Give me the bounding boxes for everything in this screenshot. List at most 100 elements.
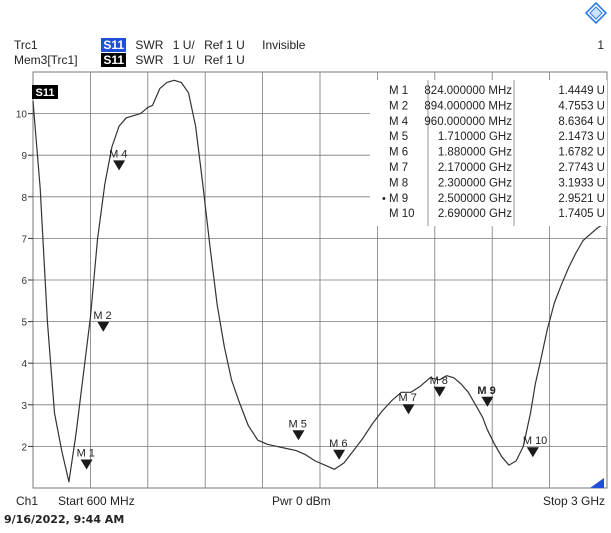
memory-format[interactable]: SWR [135,53,164,67]
y-tick-label: 10 [16,110,28,121]
memory-reference[interactable]: Ref 1 U [204,53,245,67]
y-tick-label: 8 [21,193,27,204]
marker-table-value: 1.4449 U [558,85,605,97]
memory-scale[interactable]: 1 U/ [172,53,195,67]
marker-label: M 7 [398,392,416,404]
marker-label: M 8 [430,375,448,387]
marker-m6[interactable]: M 6 [329,438,347,460]
marker-table-name: M 9 [389,193,408,205]
start-frequency[interactable]: Start 600 MHz [58,494,135,508]
marker-table-frequency: 824.000000 MHz [424,85,512,97]
y-tick-label: 5 [21,318,27,329]
marker-table-row[interactable]: M 7 2.170000 GHz 2.7743 U [389,162,605,174]
marker-triangle-icon[interactable] [292,430,305,441]
trace-name[interactable]: Trc1 [14,38,38,52]
marker-table-row[interactable]: M 1 824.000000 MHz 1.4449 U [389,85,605,97]
marker-m1[interactable]: M 1 [77,447,95,470]
marker-m9[interactable]: M 9 [477,385,496,407]
marker-table-name: M 4 [389,116,409,128]
marker-table-row[interactable]: M 5 1.710000 GHz 2.1473 U [389,131,605,143]
marker-table-name: M 10 [389,208,415,220]
scroll-indicator[interactable] [590,478,604,488]
marker-label: M 5 [288,418,306,430]
marker-m2[interactable]: M 2 [93,310,112,332]
marker-table-name: M 2 [389,100,408,112]
marker-table-value: 1.7405 U [558,208,605,220]
marker-triangle-icon[interactable] [113,160,126,171]
marker-table-name: M 1 [389,85,408,97]
swr-trace [32,79,608,483]
y-tick-label: 9 [21,151,27,162]
scroll-arrow-icon[interactable] [590,478,604,488]
channel-label[interactable]: Ch1 [16,494,39,508]
memory-trace-name[interactable]: Mem3[Trc1] [14,53,78,67]
marker-m5[interactable]: M 5 [288,418,307,441]
marker-triangle-icon[interactable] [97,321,110,332]
marker-table-frequency: 2.500000 GHz [438,193,512,205]
s11-plot-tag: S11 [36,87,55,99]
trace-header-line-1: Trc1 S11 SWR 1 U/ Ref 1 U Invisible 1 [14,38,608,52]
marker-table-row[interactable]: M 10 2.690000 GHz 1.7405 U [389,208,605,220]
marker-table-row[interactable]: M 8 2.300000 GHz 3.1933 U [389,177,605,189]
marker-m7[interactable]: M 7 [398,392,417,415]
marker-table-frequency: 960.000000 MHz [424,116,512,128]
marker-table-name: M 5 [389,131,408,143]
marker-triangle-icon[interactable] [333,449,346,460]
marker-table-frequency: 894.000000 MHz [424,100,512,112]
marker-table-value: 4.7553 U [558,100,605,112]
marker-table-row[interactable]: M 6 1.880000 GHz 1.6782 U [389,147,605,159]
marker-table-frequency: 2.690000 GHz [438,208,512,220]
y-tick-label: 6 [21,276,27,287]
marker-table-value: 3.1933 U [558,177,605,189]
rohde-schwarz-logo-icon [585,2,607,24]
channel-number: 1 [597,38,604,52]
marker-table-frequency: 2.170000 GHz [438,162,512,174]
marker-table-row[interactable]: M 2 894.000000 MHz 4.7553 U [389,100,605,112]
marker-label: M 2 [93,310,111,322]
marker-triangle-icon[interactable] [481,396,494,407]
marker-table-row[interactable]: • M 9 2.500000 GHz 2.9521 U [382,193,605,205]
marker-label: M 10 [523,435,547,447]
trace-header-line-2: Mem3[Trc1] S11 SWR 1 U/ Ref 1 U [14,53,245,67]
marker-label: M 9 [477,385,495,397]
marker-layer[interactable]: M 1 M 2 M 4 M 5 M 6 M 7 M 8 M 9 M 10 [77,148,548,470]
trace-parameter-chip[interactable]: S11 [101,38,127,52]
marker-table: M 1 824.000000 MHz 1.4449 U M 2 894.000000 M… [370,80,607,226]
marker-table-row[interactable]: M 4 960.000000 MHz 8.6364 U [389,116,605,128]
y-tick-label: 2 [21,442,27,453]
marker-table-bg [370,80,607,226]
marker-triangle-icon[interactable] [433,386,446,397]
marker-triangle-icon[interactable] [80,459,93,470]
stop-frequency[interactable]: Stop 3 GHz [542,494,605,508]
marker-table-value: 2.7743 U [558,162,605,174]
marker-table-value: 8.6364 U [558,116,605,128]
marker-table-frequency: 1.880000 GHz [438,147,512,159]
marker-m4[interactable]: M 4 [109,148,127,171]
y-tick-label: 3 [21,401,27,412]
marker-triangle-icon[interactable] [402,404,415,415]
trace-scale[interactable]: 1 U/ [172,38,195,52]
trace-status: Invisible [262,38,306,52]
s11-plot-tag-bg [32,85,58,99]
plot-tag: S11 [32,85,58,99]
marker-table-value: 2.1473 U [558,131,605,143]
marker-triangle-icon[interactable] [526,447,539,458]
trace-reference[interactable]: Ref 1 U [204,38,245,52]
y-tick-label: 4 [21,359,27,370]
marker-table-value: 1.6782 U [558,147,605,159]
trace-format[interactable]: SWR [135,38,164,52]
y-tick-labels: 2 3 4 5 6 7 8 9 10 [16,110,33,453]
marker-table-name: M 7 [389,162,408,174]
memory-parameter-chip[interactable]: S11 [101,53,127,67]
marker-table-name: M 6 [389,147,408,159]
marker-m8[interactable]: M 8 [430,375,448,397]
source-power[interactable]: Pwr 0 dBm [272,494,331,508]
marker-m10[interactable]: M 10 [523,435,547,458]
timestamp: 9/16/2022, 9:44 AM [4,513,125,526]
marker-table-frequency: 1.710000 GHz [438,131,512,143]
y-tick-label: 7 [21,234,27,245]
active-marker-dot-icon: • [382,193,386,205]
trace-layer [32,79,608,483]
marker-table-value: 2.9521 U [558,193,605,205]
